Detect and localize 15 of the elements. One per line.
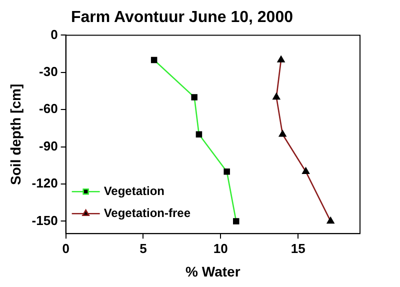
y-tick-label: -150 (32, 212, 58, 228)
chart-title: Farm Avontuur June 10, 2000 (71, 9, 294, 26)
y-tick-label: -120 (32, 176, 58, 191)
x-tick-label: 10 (213, 240, 228, 256)
x-tick-label: 15 (290, 240, 306, 256)
y-tick-label: -90 (39, 138, 58, 154)
y-tick-label: -60 (39, 101, 58, 116)
legend-label: Vegetation (104, 184, 165, 198)
x-tick-label: 5 (140, 240, 147, 256)
y-tick-label: 0 (50, 26, 58, 42)
x-axis-title: % Water (186, 263, 241, 280)
x-tick-label: 0 (62, 240, 70, 256)
y-tick-label: -30 (39, 64, 58, 79)
legend-label: Vegetation-free (104, 206, 191, 220)
y-axis-title: Soil depth [cm] (7, 84, 24, 185)
